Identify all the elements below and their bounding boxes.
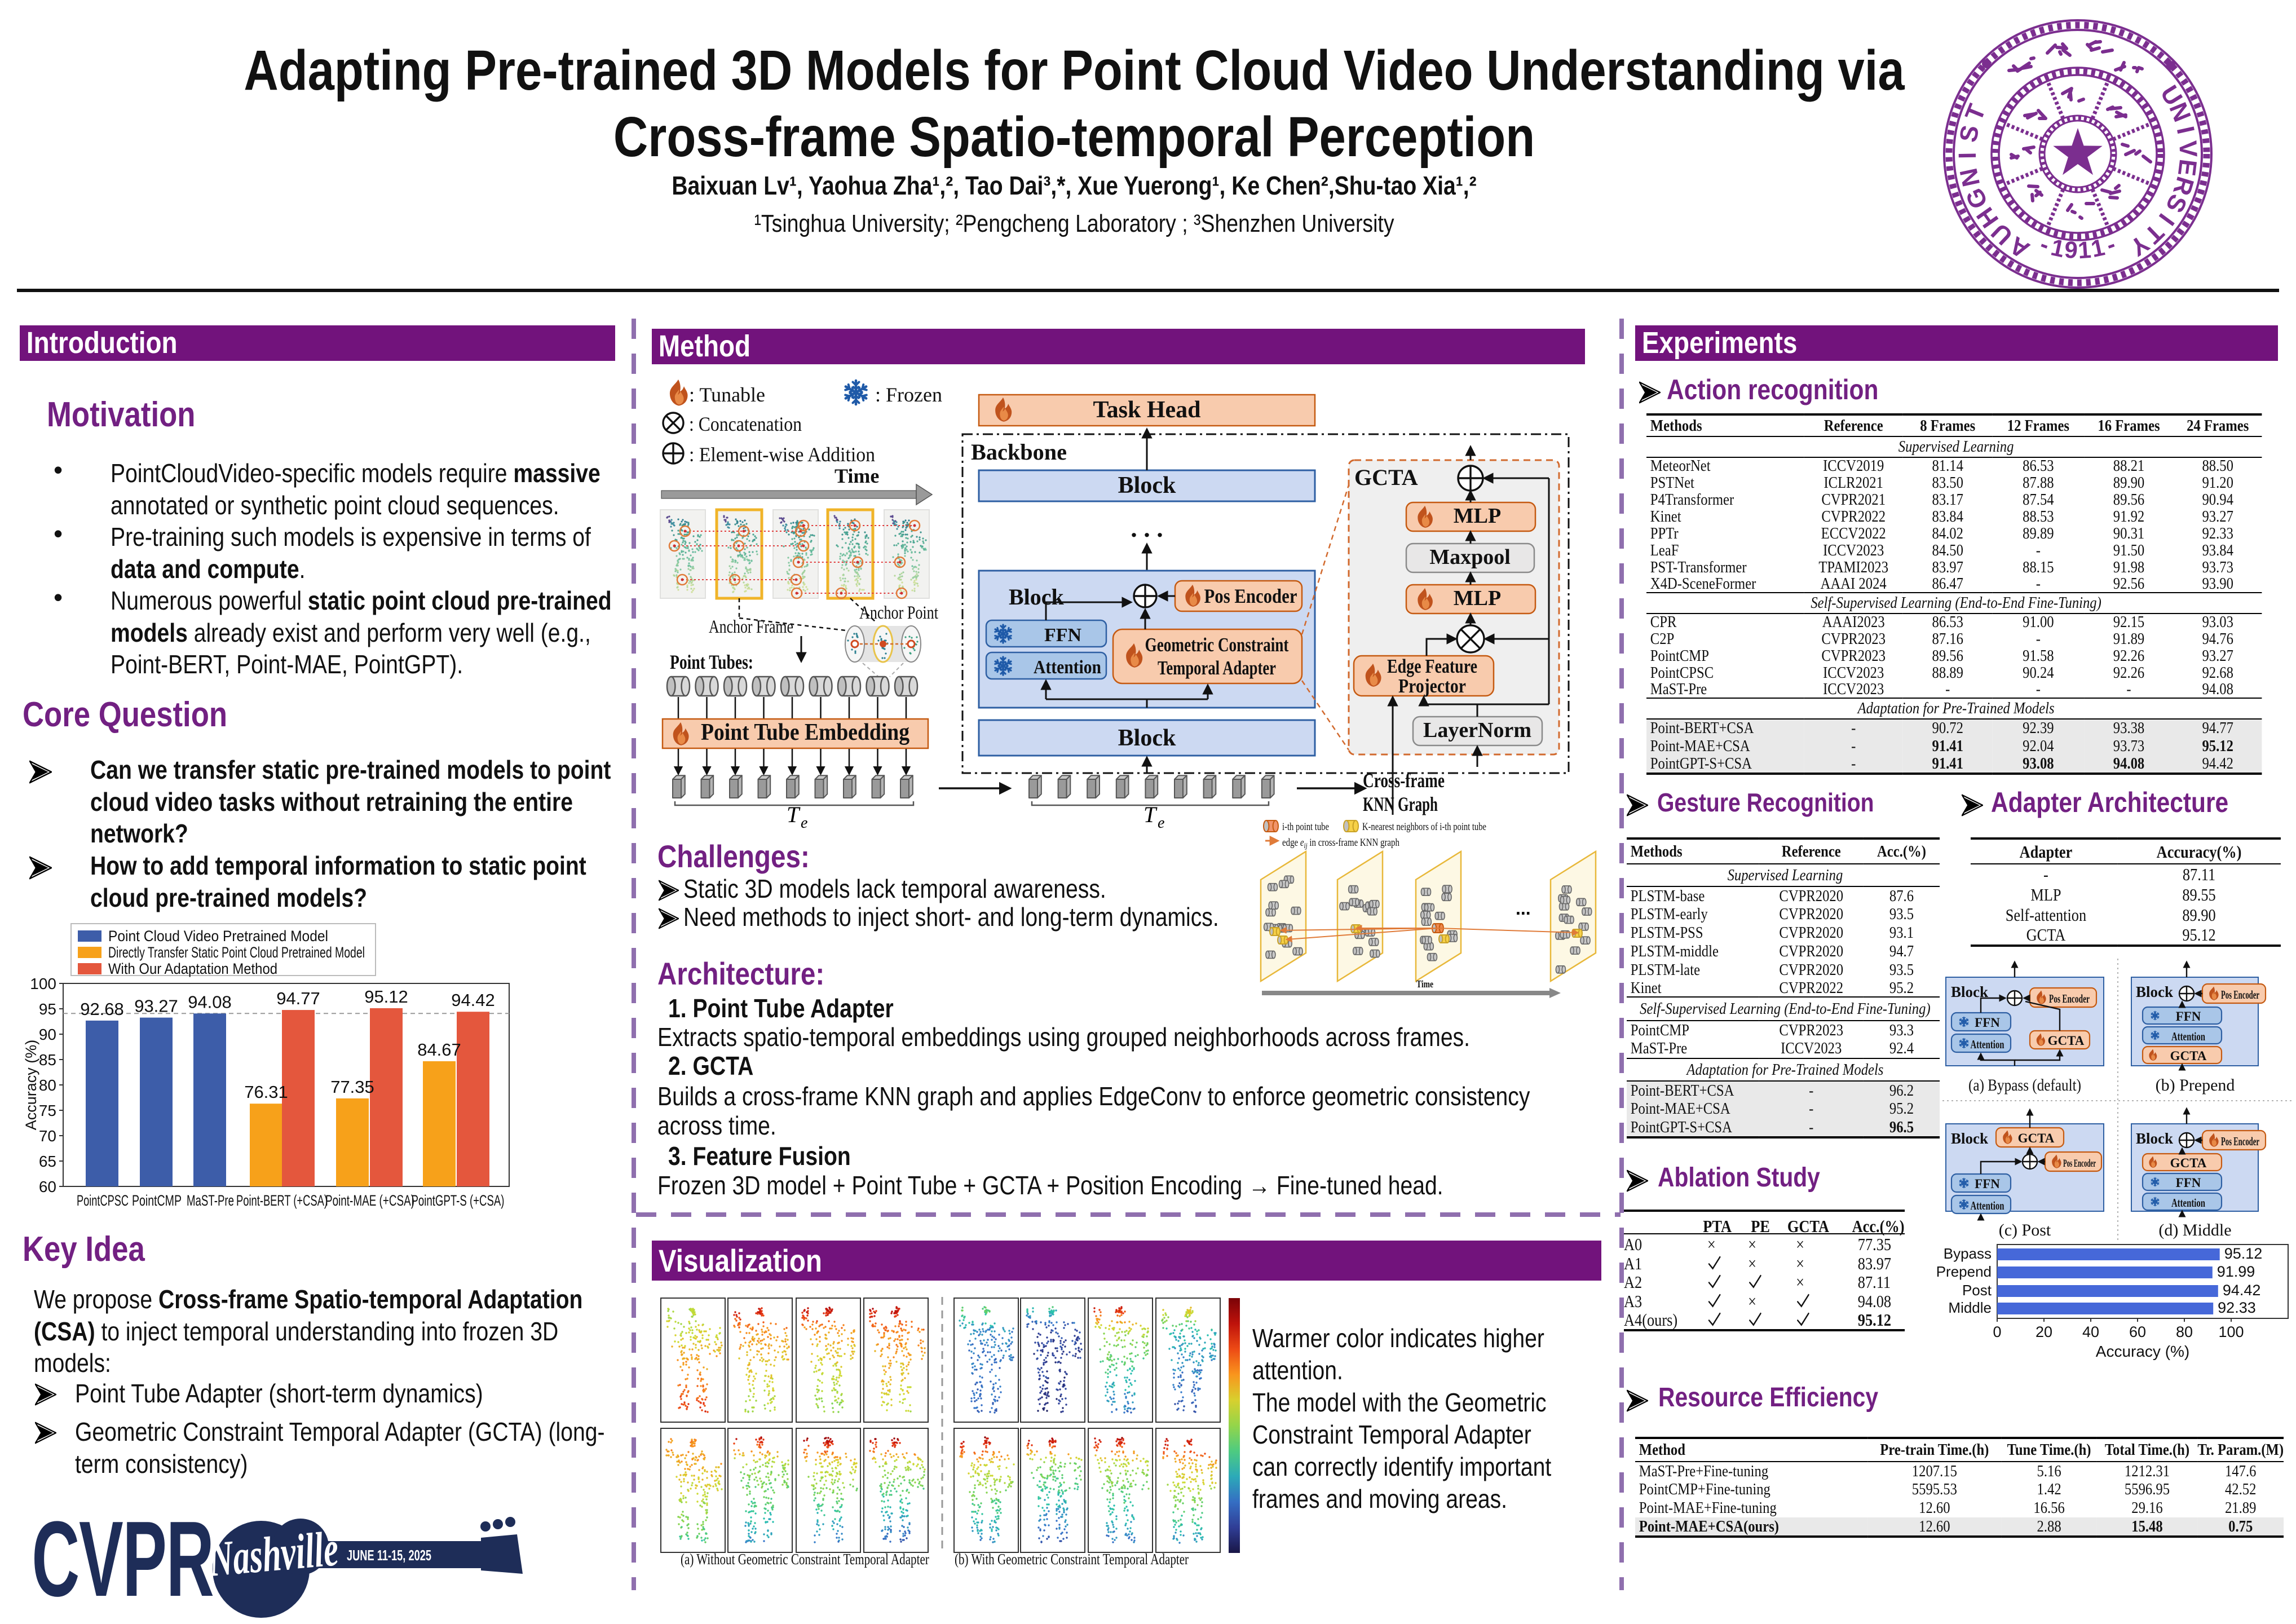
svg-text:E: E (2173, 158, 2202, 178)
svg-text:9: 9 (2064, 236, 2079, 264)
svg-text:T: T (1960, 100, 1992, 125)
svg-text:PointCMP: PointCMP (132, 1192, 182, 1209)
svg-text:80: 80 (39, 1076, 56, 1094)
svg-text:84.67: 84.67 (417, 1040, 461, 1060)
svg-text:KNN Graph: KNN Graph (1363, 793, 1438, 815)
svg-text:Temporal Adapter: Temporal Adapter (1158, 657, 1276, 679)
svg-text:...: ... (1516, 898, 1531, 919)
svg-text:65: 65 (39, 1153, 56, 1170)
svg-text:Pos Encoder: Pos Encoder (1204, 585, 1297, 607)
svg-text:60: 60 (39, 1178, 56, 1195)
svg-text:: Element-wise Addition: : Element-wise Addition (689, 443, 875, 466)
svg-text:: Concatenation: : Concatenation (689, 413, 802, 435)
svg-text:Accuracy (%): Accuracy (%) (23, 1040, 39, 1131)
svg-text:V: V (2174, 140, 2202, 158)
svg-text:95.12: 95.12 (364, 987, 408, 1007)
svg-text:. . .: . . . (1131, 514, 1163, 542)
svg-text:94.42: 94.42 (451, 990, 495, 1010)
svg-text:MLP: MLP (1454, 586, 1501, 610)
svg-text:Block: Block (1118, 473, 1176, 498)
svg-text:85: 85 (39, 1051, 56, 1069)
svg-text:75: 75 (39, 1102, 56, 1119)
svg-text:S: S (1954, 123, 1985, 144)
svg-text:Directly Transfer Static Point: Directly Transfer Static Point Cloud Pre… (108, 944, 365, 961)
svg-text:e: e (801, 814, 807, 832)
svg-text:Point Cloud Video Pretrained M: Point Cloud Video Pretrained Model (108, 928, 328, 945)
svg-text:Backbone: Backbone (971, 439, 1067, 465)
svg-text:I: I (1954, 152, 1981, 159)
svg-text:90: 90 (39, 1026, 56, 1043)
svg-text:Block: Block (1118, 725, 1176, 751)
svg-text:LayerNorm: LayerNorm (1423, 718, 1531, 742)
svg-text:1: 1 (2077, 236, 2092, 264)
svg-text:CVPR: CVPR (32, 1499, 213, 1619)
svg-text:Edge Feature: Edge Feature (1387, 655, 1477, 677)
svg-text:100: 100 (30, 975, 56, 992)
svg-text:PointCPSC: PointCPSC (77, 1192, 129, 1209)
svg-text:92.68: 92.68 (80, 999, 124, 1019)
svg-text:77.35: 77.35 (330, 1077, 374, 1097)
svg-text:Anchor Frame: Anchor Frame (709, 617, 793, 637)
svg-text:Attention: Attention (1034, 657, 1101, 678)
svg-text:Point-BERT (+CSA): Point-BERT (+CSA) (236, 1192, 328, 1209)
svg-text:T: T (787, 802, 801, 827)
svg-text:Point Tube Embedding: Point Tube Embedding (701, 720, 909, 745)
svg-text:GCTA: GCTA (1354, 465, 1418, 490)
svg-text:edge eij in cross-frame KNN gr: edge eij in cross-frame KNN graph (1282, 837, 1399, 850)
svg-text:T: T (1143, 802, 1158, 827)
svg-text:Maxpool: Maxpool (1429, 545, 1511, 569)
svg-text:PointGPT-S (+CSA): PointGPT-S (+CSA) (412, 1192, 505, 1209)
svg-text:i-th point tube: i-th point tube (1282, 821, 1329, 833)
svg-text:: Frozen: : Frozen (875, 383, 942, 406)
svg-text:FFN: FFN (1044, 625, 1082, 646)
svg-text:Time: Time (834, 465, 879, 487)
svg-text:JUNE 11-15, 2025: JUNE 11-15, 2025 (347, 1547, 431, 1564)
svg-text:Task Head: Task Head (1093, 397, 1200, 423)
svg-text:93.27: 93.27 (134, 996, 178, 1016)
svg-text:Nashville: Nashville (206, 1521, 341, 1587)
svg-text:70: 70 (39, 1127, 56, 1145)
svg-text:Anchor Point: Anchor Point (859, 603, 938, 623)
svg-text:Geometric Constraint: Geometric Constraint (1145, 634, 1289, 656)
svg-text:e: e (1158, 814, 1164, 832)
svg-text:Block: Block (1009, 584, 1065, 610)
svg-text:N: N (1955, 166, 1986, 189)
svg-text:95: 95 (39, 1000, 56, 1018)
svg-text:Point-MAE (+CSA): Point-MAE (+CSA) (325, 1192, 414, 1209)
svg-text:Projector: Projector (1398, 675, 1466, 697)
svg-text:MaST-Pre: MaST-Pre (187, 1192, 234, 1209)
svg-text:94.08: 94.08 (188, 992, 232, 1012)
svg-text:MLP: MLP (1454, 504, 1501, 528)
svg-text:Cross-frame: Cross-frame (1363, 769, 1445, 792)
svg-text:94.77: 94.77 (276, 988, 320, 1008)
svg-text:: Tunable: : Tunable (689, 383, 765, 406)
svg-text:Point Tubes:: Point Tubes: (670, 651, 753, 673)
svg-text:K-nearest neighbors of i-th po: K-nearest neighbors of i-th point tube (1362, 821, 1486, 833)
svg-text:I: I (2171, 124, 2200, 136)
svg-text:With Our Adaptation Method: With Our Adaptation Method (108, 960, 277, 977)
svg-text:76.31: 76.31 (244, 1082, 288, 1102)
svg-text:Time: Time (1416, 978, 1433, 990)
